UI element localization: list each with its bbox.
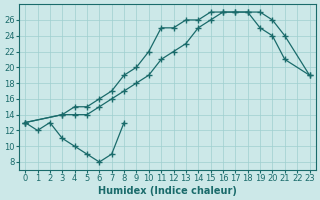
X-axis label: Humidex (Indice chaleur): Humidex (Indice chaleur)	[98, 186, 237, 196]
